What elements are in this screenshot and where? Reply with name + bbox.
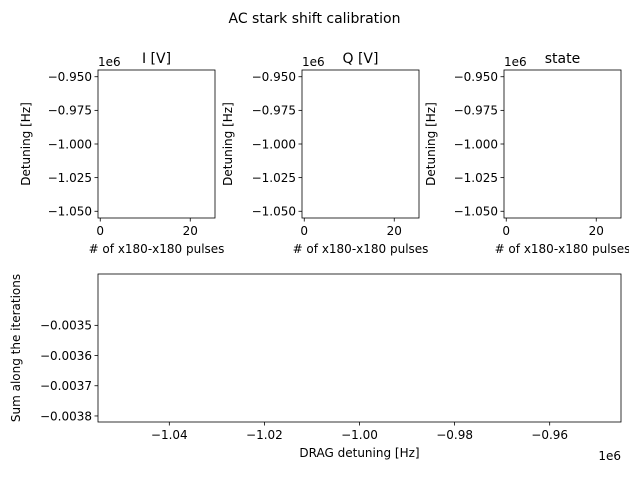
chart-2-ytick-label: −1.025 (252, 171, 296, 185)
chart-4-ytick-label: −0.0038 (40, 409, 92, 423)
chart-3-ytick-label: −1.000 (454, 137, 498, 151)
chart-4-xtick-label: −1.02 (246, 428, 283, 442)
chart-1-ytick-label: −1.025 (48, 171, 92, 185)
chart-1-xlabel: # of x180-x180 pulses (89, 242, 225, 256)
chart-1-ylabel: Detuning [Hz] (19, 102, 33, 186)
chart-4-ytick-label: −0.0035 (40, 319, 92, 333)
chart-4-ylabel: Sum along the iterations (9, 274, 23, 422)
chart-3-title: state (545, 51, 580, 67)
chart-2-y-offset-text: 1e6 (302, 55, 325, 69)
chart-2-ytick-label: −0.975 (252, 104, 296, 118)
figure-suptitle: AC stark shift calibration (228, 11, 400, 27)
chart-4-xtick-label: −1.00 (341, 428, 378, 442)
chart-4-xtick-label: −1.04 (151, 428, 188, 442)
chart-4-x-offset-text: 1e6 (598, 449, 621, 463)
chart-4-frame (97, 273, 622, 423)
chart-4-xtick-label: −0.96 (531, 428, 568, 442)
chart-2-frame (301, 69, 420, 219)
chart-3-ytick-label: −0.950 (454, 70, 498, 84)
chart-2-xtick-label: 0 (300, 224, 308, 238)
chart-4-ytick-label: −0.0037 (40, 379, 92, 393)
chart-4-xtick-label: −0.98 (436, 428, 473, 442)
chart-3-ylabel: Detuning [Hz] (424, 102, 438, 186)
chart-2-title: Q [V] (343, 51, 379, 67)
chart-3-xtick-label: 0 (502, 224, 510, 238)
chart-1-ytick-label: −0.975 (48, 104, 92, 118)
chart-3-ytick-label: −0.975 (454, 104, 498, 118)
chart-3-ytick-label: −1.050 (454, 205, 498, 219)
chart-3-y-offset-text: 1e6 (504, 55, 527, 69)
chart-1-y-offset-text: 1e6 (98, 55, 121, 69)
chart-4-xlabel: DRAG detuning [Hz] (299, 446, 419, 460)
chart-2-ylabel: Detuning [Hz] (221, 102, 235, 186)
chart-2-xtick-label: 20 (387, 224, 402, 238)
chart-1-xtick-label: 0 (96, 224, 104, 238)
chart-2-ytick-label: −1.050 (252, 205, 296, 219)
chart-1-title: I [V] (142, 51, 171, 67)
chart-2-ytick-label: −1.000 (252, 137, 296, 151)
chart-3-frame (503, 69, 622, 219)
chart-3-ytick-label: −1.025 (454, 171, 498, 185)
chart-3-xlabel: # of x180-x180 pulses (495, 242, 629, 256)
chart-2-xlabel: # of x180-x180 pulses (293, 242, 429, 256)
chart-3-xtick-label: 20 (589, 224, 604, 238)
chart-1-ytick-label: −0.950 (48, 70, 92, 84)
chart-1-xtick-label: 20 (183, 224, 198, 238)
chart-1-ytick-label: −1.000 (48, 137, 92, 151)
chart-4-ytick-label: −0.0036 (40, 349, 92, 363)
chart-2-ytick-label: −0.950 (252, 70, 296, 84)
chart-1-ytick-label: −1.050 (48, 205, 92, 219)
chart-1-frame (97, 69, 216, 219)
